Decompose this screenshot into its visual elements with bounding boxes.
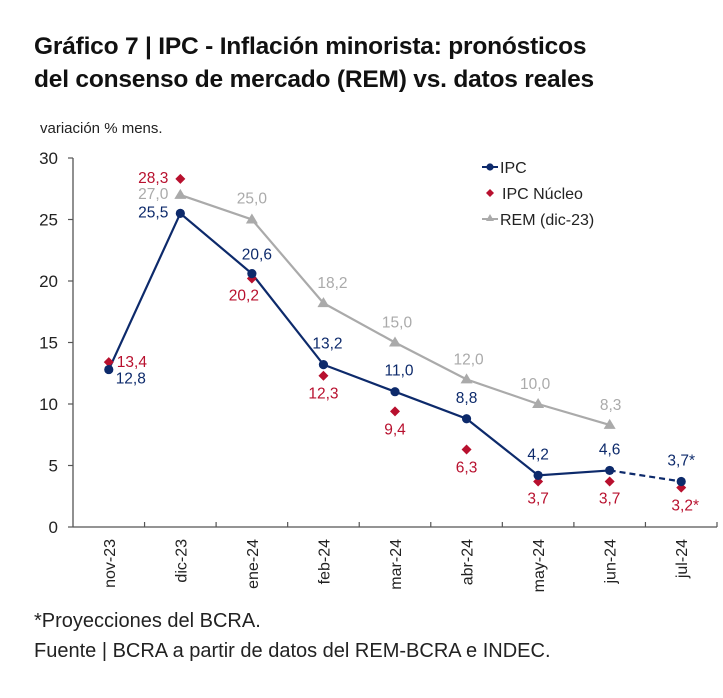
nucleo-data-label: 12,3 — [308, 386, 338, 403]
ipc-data-label: 8,8 — [456, 390, 478, 407]
rem-data-label: 25,0 — [237, 191, 268, 208]
y-tick-label: 15 — [39, 334, 58, 353]
ipc-data-label: 25,5 — [138, 204, 168, 221]
footnote-projections: *Proyecciones del BCRA. — [34, 610, 261, 632]
nucleo-data-label: 13,4 — [117, 354, 148, 371]
series-line-ipc-projected — [609, 469, 682, 483]
x-tick-label: dic-23 — [173, 539, 190, 583]
x-tick-label: ene-24 — [245, 539, 262, 589]
legend-rem-marker — [486, 214, 494, 221]
legend-ipc-marker — [486, 163, 494, 171]
nucleo-data-label: 3,2* — [671, 498, 699, 515]
x-tick-label: feb-24 — [316, 539, 333, 584]
rem-marker — [532, 398, 545, 408]
nucleo-marker — [390, 406, 400, 417]
x-tick-label: jul-24 — [674, 539, 691, 579]
ipc-data-label: 11,0 — [384, 363, 413, 380]
legend-rem-label: REM (dic-23) — [500, 212, 594, 229]
x-tick-label: mar-24 — [388, 539, 405, 590]
rem-marker — [460, 373, 473, 384]
x-tick-label: abr-24 — [460, 539, 477, 585]
rem-data-label: 18,2 — [317, 275, 347, 292]
nucleo-marker — [175, 173, 186, 184]
footnote-source: Fuente | BCRA a partir de datos del REM-… — [34, 640, 551, 662]
nucleo-data-label: 3,7 — [599, 490, 621, 507]
ipc-data-label: 20,6 — [242, 247, 272, 264]
nucleo-marker — [461, 444, 472, 455]
rem-marker — [603, 418, 616, 429]
nucleo-data-label: 6,3 — [456, 460, 478, 477]
nucleo-data-label: 20,2 — [229, 288, 259, 305]
y-tick-label: 0 — [49, 518, 58, 537]
ipc-marker — [461, 414, 472, 424]
ipc-data-label: 12,8 — [116, 371, 146, 388]
nucleo-marker — [103, 357, 114, 368]
ipc-marker — [318, 360, 329, 370]
y-axis-label: variación % mens. — [40, 120, 163, 137]
ipc-marker — [104, 364, 114, 375]
ipc-marker — [605, 465, 615, 476]
rem-data-label: 12,0 — [453, 351, 484, 368]
ipc-marker — [175, 208, 185, 218]
ipc-marker — [247, 269, 257, 279]
x-tick-label: may-24 — [531, 539, 548, 592]
x-tick-label: jun-24 — [603, 539, 620, 585]
rem-marker — [174, 188, 187, 199]
line-chart: 0 5 10 15 20 25 30 nov-23 dic-23 ene-24 feb-24 mar-… — [39, 149, 718, 592]
nucleo-marker — [604, 476, 615, 487]
ipc-data-label: 4,6 — [599, 441, 621, 458]
nucleo-data-label: 28,3 — [138, 170, 168, 187]
chart-title: Gráfico 7 | IPC - Inflación minorista: p… — [34, 30, 594, 96]
ipc-data-label: 13,2 — [312, 336, 342, 353]
series-line-ipc — [107, 211, 610, 477]
legend-nucleo-marker — [486, 189, 494, 197]
ipc-marker — [533, 470, 543, 480]
y-tick-label: 20 — [39, 272, 58, 291]
y-tick-label: 25 — [39, 211, 58, 230]
ipc-marker — [390, 387, 400, 397]
y-tick-label: 30 — [39, 149, 58, 168]
ipc-data-label: 4,2 — [527, 446, 549, 463]
ipc-marker — [676, 476, 686, 487]
nucleo-marker — [318, 370, 329, 381]
nucleo-data-label: 3,7 — [527, 490, 549, 507]
rem-data-label: 27,0 — [138, 186, 169, 203]
ipc-data-label: 3,7* — [667, 452, 695, 469]
rem-data-label: 15,0 — [382, 315, 413, 332]
rem-data-label: 10,0 — [520, 376, 551, 393]
x-tick-label: nov-23 — [102, 539, 119, 588]
chart-title-line2: del consenso de mercado (REM) vs. datos … — [34, 66, 594, 93]
rem-marker — [317, 297, 330, 308]
chart-title-line1: Gráfico 7 | IPC - Inflación minorista: p… — [34, 33, 587, 60]
rem-marker — [245, 213, 258, 224]
legend-nucleo-label: IPC Núcleo — [502, 186, 583, 203]
y-tick-label: 5 — [49, 457, 58, 476]
rem-data-label: 8,3 — [600, 397, 622, 414]
nucleo-data-label: 9,4 — [384, 421, 406, 438]
y-tick-label: 10 — [39, 395, 58, 414]
legend-ipc-label: IPC — [500, 160, 527, 177]
rem-marker — [389, 336, 401, 347]
